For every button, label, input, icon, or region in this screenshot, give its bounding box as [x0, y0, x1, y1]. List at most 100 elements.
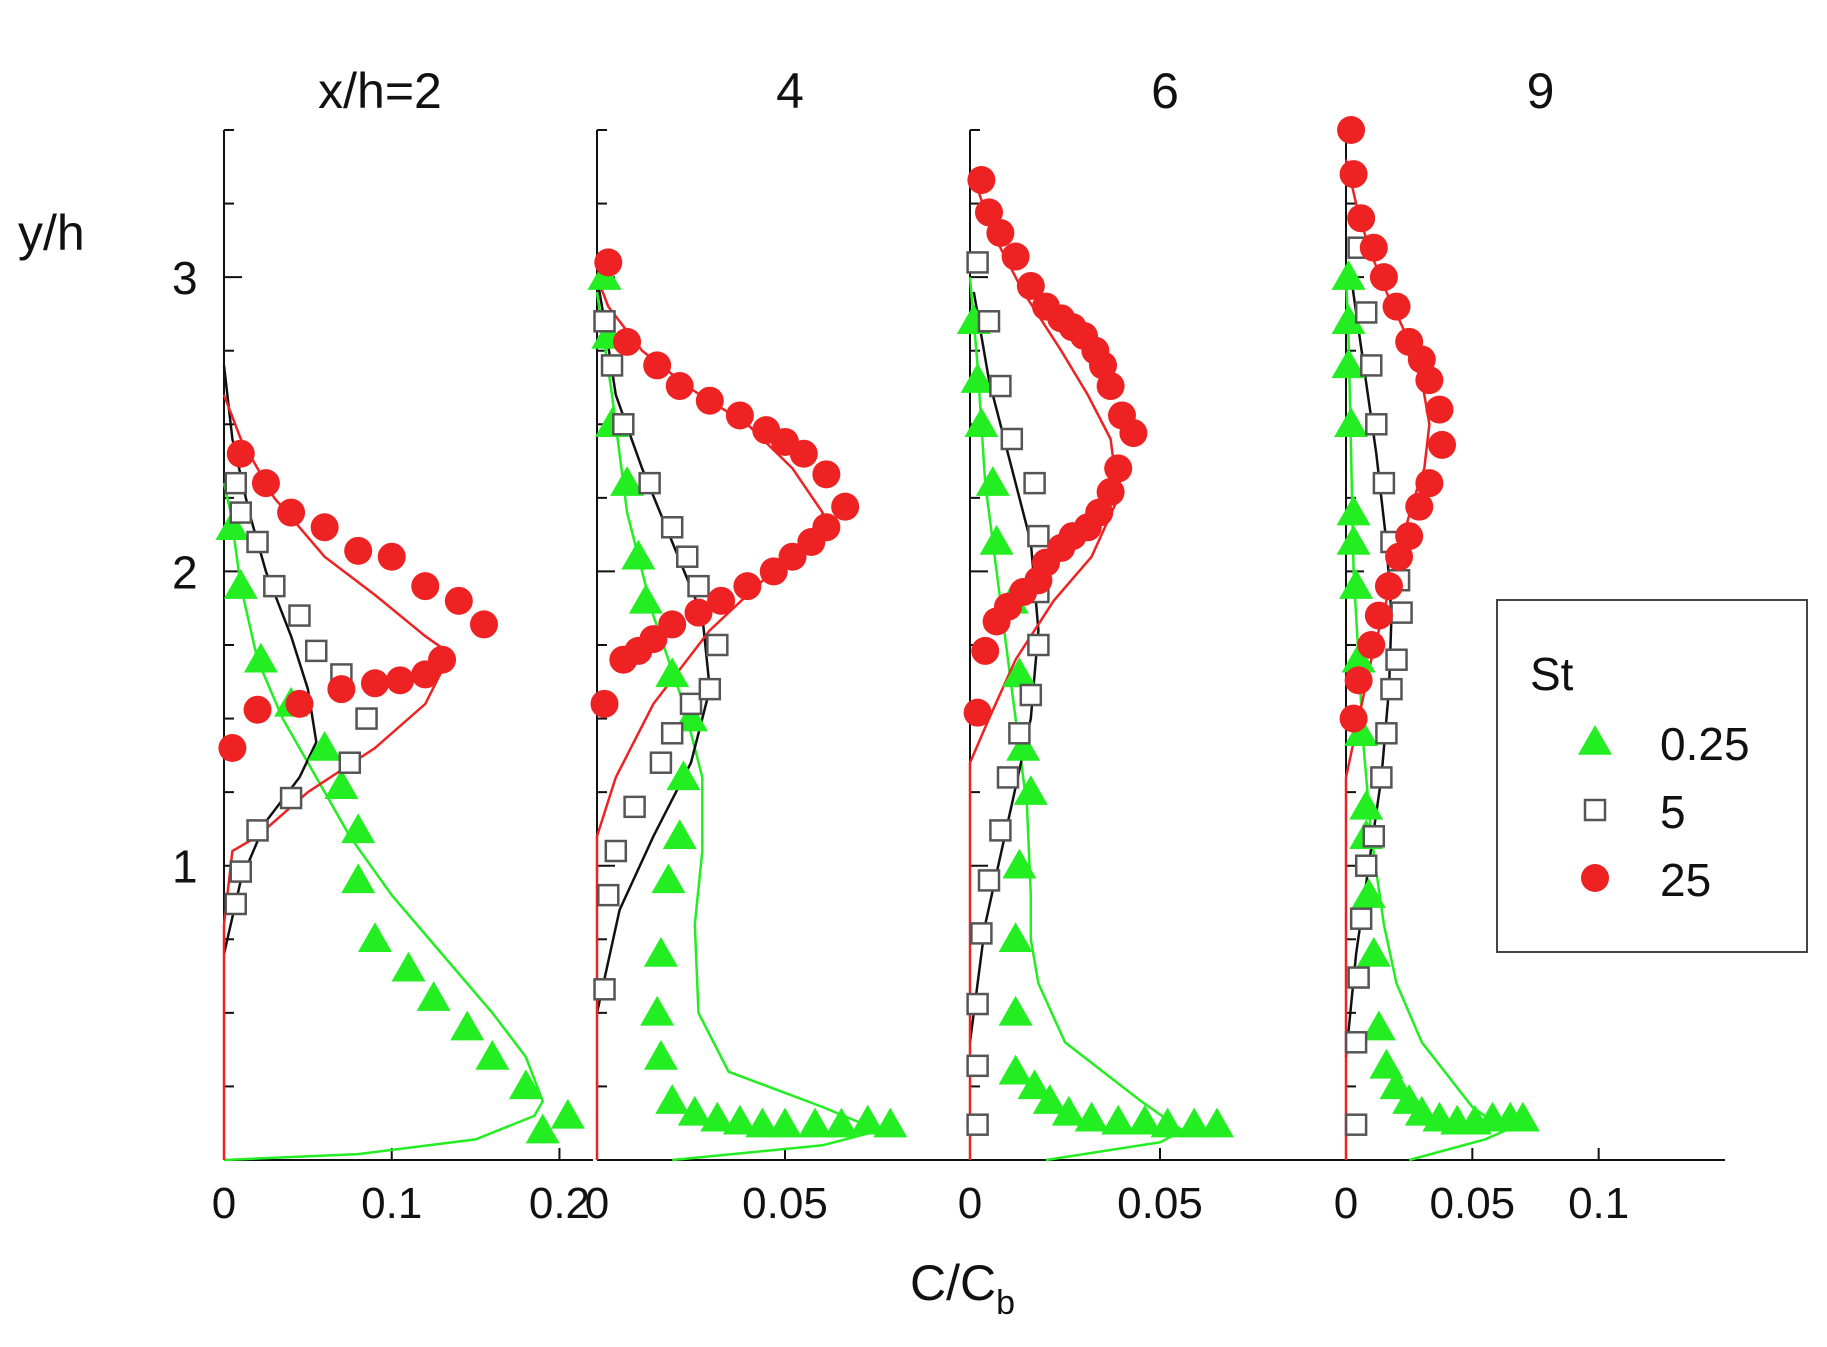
data-point-st-25	[1096, 477, 1125, 506]
data-point-st-5	[623, 795, 646, 819]
data-point-st-0-25	[998, 922, 1033, 953]
data-point-st-0-25	[1361, 1010, 1396, 1041]
data-point-st-0-25	[1351, 878, 1386, 908]
data-point-st-5	[675, 545, 699, 568]
data-point-st-0-25	[391, 951, 426, 982]
data-point-st-25	[344, 536, 373, 565]
data-point-st-0-25	[215, 510, 250, 541]
data-point-st-25	[1347, 204, 1376, 233]
data-point-st-25	[1339, 160, 1368, 189]
data-point-st-5	[593, 310, 616, 333]
data-point-st-25	[1337, 116, 1366, 144]
x-tick-label: 0.2	[529, 1179, 590, 1228]
data-point-st-0-25	[998, 1054, 1033, 1085]
data-point-st-0-25	[1331, 304, 1366, 335]
data-point-st-5	[597, 883, 620, 907]
data-point-st-25	[986, 219, 1015, 247]
data-point-st-25	[386, 666, 415, 695]
data-point-st-5	[246, 819, 269, 842]
data-point-st-5	[1344, 1031, 1368, 1054]
legend-markers	[1578, 725, 1612, 892]
data-point-st-25	[812, 460, 841, 489]
chart-panels: 1 2 3 0 0.1 0.2 x/h=2 0 0.05 4 0 0.05 6 0 0.05 0.1 9	[172, 63, 1725, 1228]
model-curve-st-0-25	[968, 276, 1186, 1162]
data-point-st-25	[226, 439, 255, 468]
data-point-st-0-25	[550, 1098, 585, 1129]
data-point-st-5	[1027, 524, 1050, 548]
data-point-st-5	[970, 922, 993, 945]
data-point-st-0-25	[1331, 348, 1366, 379]
data-point-st-5	[660, 516, 684, 539]
data-point-st-0-25	[1006, 731, 1041, 761]
data-point-st-5	[1023, 471, 1046, 495]
data-point-st-25	[1104, 454, 1133, 483]
data-point-st-5	[229, 860, 253, 883]
x-axis-label-sub: b	[996, 1284, 1015, 1322]
data-point-st-25	[218, 734, 247, 762]
data-point-st-5	[977, 869, 1001, 892]
data-point-st-0-25	[1101, 1104, 1136, 1135]
data-point-st-5	[355, 707, 378, 730]
data-point-st-5	[1370, 766, 1393, 789]
data-point-st-0-25	[1017, 1069, 1052, 1100]
data-point-st-5	[288, 604, 311, 627]
panel-4: 0 0.05 0.1 9	[1331, 63, 1725, 1228]
data-point-st-0-25	[357, 922, 392, 953]
data-point-st-25	[1357, 631, 1386, 659]
data-point-st-25	[725, 401, 754, 430]
data-point-st-25	[665, 372, 694, 401]
panel-title: 9	[1527, 63, 1555, 119]
x-tick-label: 0.05	[1430, 1179, 1516, 1228]
data-point-st-0-25	[1336, 495, 1371, 526]
data-point-st-0-25	[651, 863, 686, 894]
panel-1: 1 2 3 0 0.1 0.2 x/h=2	[172, 63, 593, 1228]
x-axis-label-main: C/C	[910, 1255, 996, 1311]
x-axis-label: C/Cb	[910, 1255, 1015, 1322]
data-point-st-25	[1369, 263, 1398, 292]
panel-title: 6	[1151, 63, 1179, 119]
data-point-st-0-25	[1013, 775, 1048, 805]
data-point-st-25	[963, 698, 992, 727]
data-point-st-25	[1001, 242, 1030, 271]
data-point-st-0-25	[850, 1104, 885, 1135]
model-curve-st-0-25	[222, 482, 545, 1162]
data-point-st-25	[643, 351, 672, 380]
data-point-st-25	[975, 198, 1003, 227]
y-axis-label: y/h	[18, 205, 85, 261]
data-point-st-0-25	[975, 466, 1010, 496]
data-point-st-25	[411, 572, 440, 601]
data-point-st-25	[1425, 395, 1454, 424]
x-tick-label: 0.1	[361, 1179, 422, 1228]
data-point-st-5	[305, 639, 328, 663]
panel-title: x/h=2	[318, 63, 442, 119]
data-point-st-0-25	[640, 995, 675, 1026]
data-point-st-5	[1354, 854, 1378, 877]
data-point-st-25	[1016, 271, 1045, 300]
data-point-st-0-25	[1349, 789, 1384, 820]
data-point-st-25	[1374, 572, 1403, 601]
data-point-st-0-25	[1339, 569, 1374, 599]
data-point-st-0-25	[341, 813, 376, 844]
y-tick-label: 1	[172, 841, 198, 893]
data-point-st-0-25	[1356, 937, 1391, 967]
data-point-st-0-25	[1344, 716, 1379, 747]
panel-2: 0 0.05 4	[585, 63, 973, 1228]
data-point-st-0-25	[643, 1040, 678, 1070]
data-point-st-5	[263, 574, 286, 598]
data-point-st-0-25	[662, 819, 697, 850]
data-point-st-0-25	[341, 863, 376, 894]
data-point-st-5	[1380, 677, 1403, 701]
data-point-st-25	[639, 625, 668, 654]
data-point-st-0-25	[416, 981, 451, 1011]
data-point-st-25	[684, 598, 713, 627]
data-point-st-5	[593, 978, 616, 1001]
data-point-st-25	[1344, 666, 1373, 695]
data-point-st-5	[600, 354, 624, 377]
data-point-st-5	[706, 633, 729, 657]
data-point-st-5	[966, 1113, 989, 1136]
data-point-st-5	[966, 1054, 989, 1078]
data-point-st-5	[1019, 683, 1043, 707]
x-tick-label: 0.05	[742, 1179, 828, 1228]
data-point-st-0-25	[1331, 260, 1366, 290]
